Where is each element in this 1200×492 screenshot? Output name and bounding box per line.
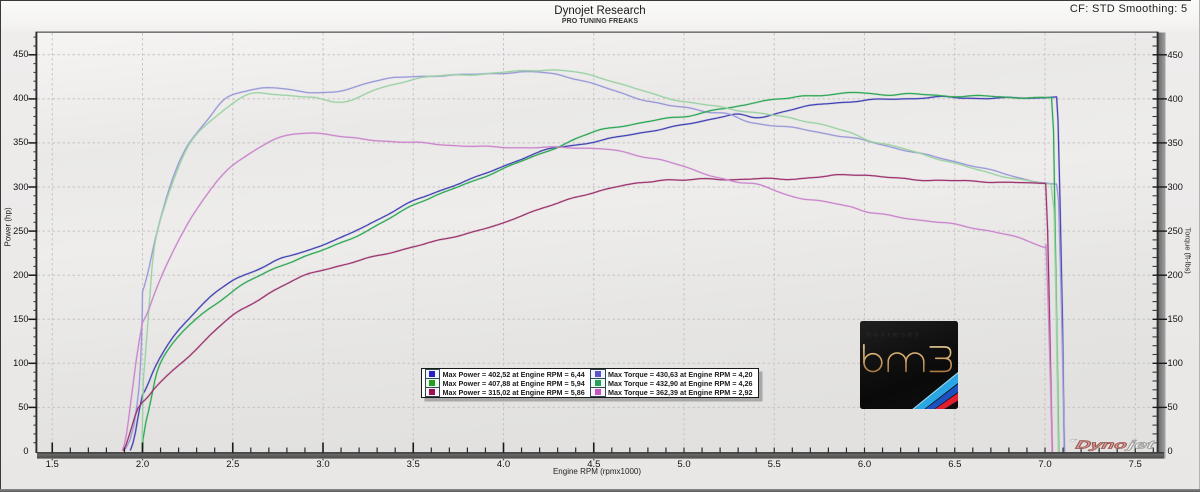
svg-text:jet: jet (1123, 439, 1158, 452)
svg-text:bootmod3: bootmod3 (867, 331, 922, 338)
svg-text:Dyno: Dyno (1074, 439, 1128, 452)
